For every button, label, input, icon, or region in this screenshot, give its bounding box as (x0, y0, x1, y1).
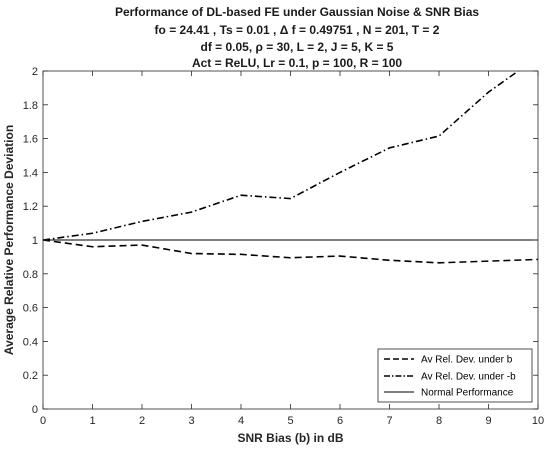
series-layer (43, 71, 538, 264)
legend: Av Rel. Dev. under b Av Rel. Dev. under … (377, 348, 533, 403)
x-tick-label: 8 (436, 415, 442, 427)
x-tick-label: 4 (238, 415, 244, 427)
x-tick-label: 1 (89, 415, 95, 427)
y-tick-label: 0 (32, 404, 38, 416)
y-tick-label: 1 (32, 235, 38, 247)
x-tick-label: 10 (532, 415, 544, 427)
series-line-2 (43, 71, 519, 241)
legend-entry-2: Av Rel. Dev. under -b (421, 372, 516, 383)
series-line-1 (43, 239, 538, 264)
y-tick-label: 0.2 (23, 370, 38, 382)
y-tick-label: 2 (32, 66, 38, 78)
y-tick-label: 1.8 (23, 100, 38, 112)
y-tick-label: 0.8 (23, 269, 38, 281)
chart-title: Performance of DL-based FE under Gaussia… (115, 5, 479, 70)
x-tick-label: 3 (188, 415, 194, 427)
title-line-4: Act = ReLU, Lr = 0.1, p = 100, R = 100 (192, 56, 402, 70)
x-tick-label: 5 (287, 415, 293, 427)
y-axis-label: Average Relative Performance Deviation (2, 125, 16, 355)
y-tick-label: 0.4 (23, 336, 38, 348)
x-axis: 0 1 2 3 4 5 6 7 8 9 10 (40, 71, 544, 427)
y-tick-label: 1.2 (23, 201, 38, 213)
y-axis: 0 0.2 0.4 0.6 0.8 1 1.2 1.4 1.6 1.8 2 (23, 66, 538, 416)
x-tick-label: 0 (40, 415, 46, 427)
x-tick-label: 7 (386, 415, 392, 427)
x-tick-label: 6 (337, 415, 343, 427)
x-axis-label: SNR Bias (b) in dB (237, 431, 343, 445)
legend-entry-1: Av Rel. Dev. under b (421, 355, 513, 366)
title-line-2: fo = 24.41 , Ts = 0.01 , Δ f = 0.49751 ,… (155, 23, 440, 37)
y-tick-label: 1.6 (23, 134, 38, 146)
legend-entry-3: Normal Performance (421, 388, 514, 399)
x-tick-label: 2 (139, 415, 145, 427)
title-line-3: df = 0.05, ρ = 30, L = 2, J = 5, K = 5 (201, 40, 394, 54)
title-line-1: Performance of DL-based FE under Gaussia… (115, 5, 479, 19)
x-tick-label: 9 (485, 415, 491, 427)
y-tick-label: 1.4 (23, 167, 38, 179)
y-tick-label: 0.6 (23, 303, 38, 315)
